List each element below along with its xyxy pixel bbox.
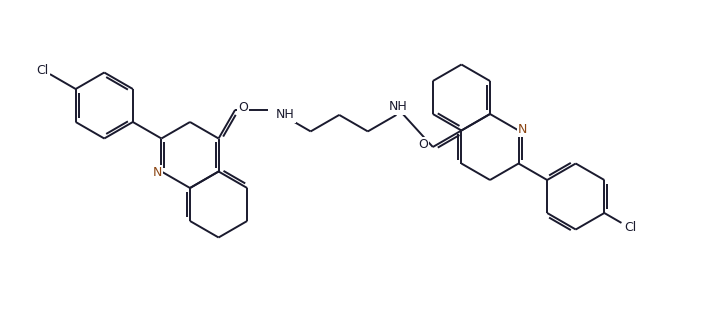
Text: O: O xyxy=(238,101,248,114)
Text: NH: NH xyxy=(276,109,295,121)
Text: Cl: Cl xyxy=(37,63,49,77)
Text: O: O xyxy=(418,139,428,151)
Text: N: N xyxy=(518,123,527,136)
Text: Cl: Cl xyxy=(624,221,636,234)
Text: N: N xyxy=(153,166,162,179)
Text: NH: NH xyxy=(389,100,408,113)
